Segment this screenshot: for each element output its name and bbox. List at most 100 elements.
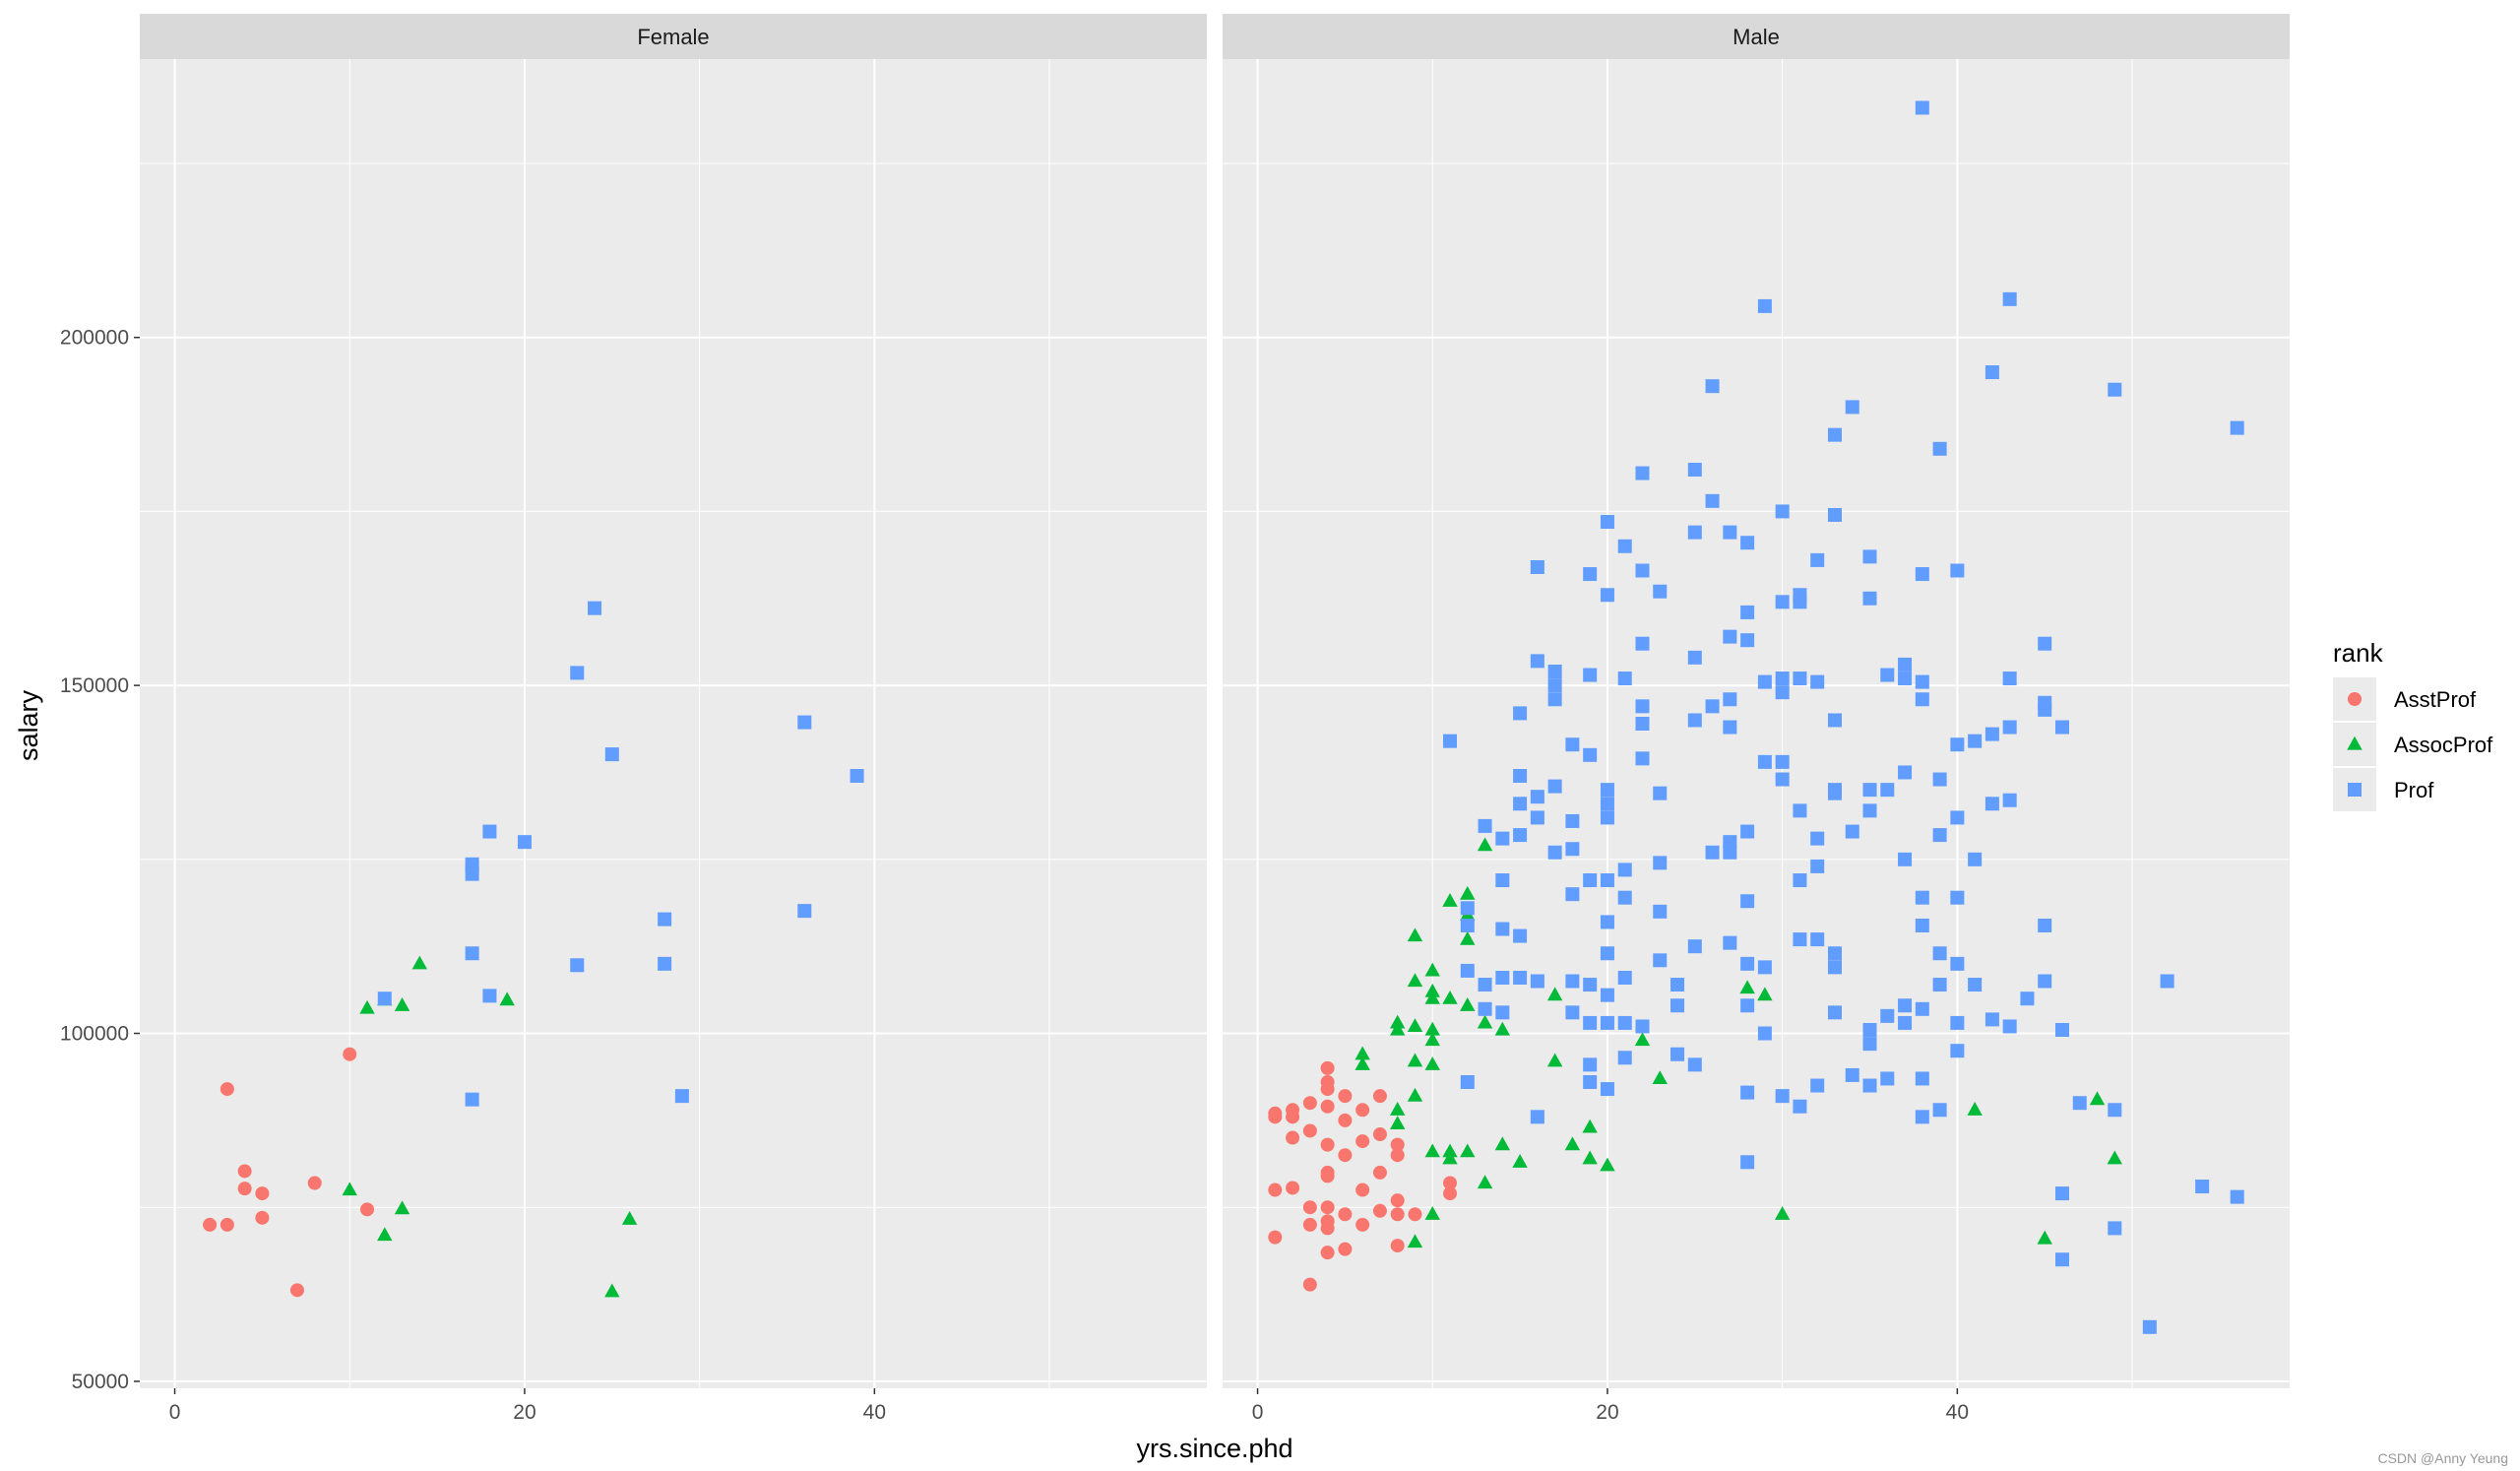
data-point-prof xyxy=(1862,1078,1877,1093)
data-point-prof xyxy=(1460,918,1475,932)
data-point-prof xyxy=(1757,960,1772,975)
facet-label-male: Male xyxy=(1732,25,1780,49)
legend-label-prof: Prof xyxy=(2394,778,2434,802)
data-point-prof xyxy=(1793,595,1807,609)
data-point-assocprof xyxy=(1494,1021,1511,1036)
y-tick-label: 50000 xyxy=(72,1371,129,1393)
data-point-prof xyxy=(1793,932,1807,947)
data-point-assocprof xyxy=(1600,1157,1615,1172)
data-point-assocprof xyxy=(1442,1143,1458,1158)
data-point-prof xyxy=(1740,1155,1755,1170)
data-point-prof xyxy=(1775,685,1790,700)
data-point-prof xyxy=(1653,584,1668,599)
data-point-prof xyxy=(1565,842,1580,857)
data-point-prof xyxy=(1932,441,1947,456)
data-point-prof xyxy=(1495,1005,1510,1020)
data-point-assocprof xyxy=(621,1211,638,1225)
data-point-prof xyxy=(1810,552,1825,567)
data-point-asstprof xyxy=(289,1283,304,1298)
data-point-prof xyxy=(1845,824,1859,839)
data-point-asstprof xyxy=(1302,1217,1317,1232)
data-point-assocprof xyxy=(2037,1230,2052,1245)
data-point-assocprof xyxy=(359,999,375,1014)
data-point-assocprof xyxy=(1652,1070,1668,1085)
data-point-assocprof xyxy=(377,1227,393,1242)
data-point-prof xyxy=(2038,918,2052,932)
data-point-prof xyxy=(1898,765,1913,780)
data-point-assocprof xyxy=(1442,892,1458,907)
data-point-prof xyxy=(1915,890,1929,905)
data-point-prof xyxy=(1898,1015,1913,1030)
data-point-assocprof xyxy=(1424,1143,1440,1158)
data-point-prof xyxy=(1845,400,1859,415)
data-point-prof xyxy=(1950,1015,1965,1030)
data-point-prof xyxy=(604,747,619,762)
data-point-prof xyxy=(1583,873,1598,888)
data-point-assocprof xyxy=(411,955,428,970)
data-point-asstprof xyxy=(1372,1165,1387,1180)
data-point-prof xyxy=(658,956,672,971)
data-point-prof xyxy=(2142,1319,2157,1334)
data-point-assocprof xyxy=(1477,1175,1493,1189)
data-point-asstprof xyxy=(1443,1186,1458,1201)
x-tick-label: 0 xyxy=(169,1401,181,1424)
data-point-prof xyxy=(465,1092,479,1107)
data-point-prof xyxy=(1793,1099,1807,1114)
data-point-prof xyxy=(2230,1189,2244,1204)
data-point-prof xyxy=(1617,970,1632,985)
data-point-prof xyxy=(1653,904,1668,919)
data-point-prof xyxy=(1495,873,1510,888)
data-point-prof xyxy=(1600,915,1614,929)
data-point-prof xyxy=(1723,525,1737,540)
data-point-prof xyxy=(1670,1047,1685,1061)
data-point-prof xyxy=(570,666,585,680)
data-point-assocprof xyxy=(2089,1091,2106,1106)
data-point-prof xyxy=(1670,998,1685,1013)
data-point-assocprof xyxy=(1424,1056,1440,1070)
data-point-prof xyxy=(1513,769,1528,784)
data-point-prof xyxy=(1740,605,1755,619)
data-point-assocprof xyxy=(1460,997,1476,1011)
data-point-prof xyxy=(1915,674,1929,689)
panel-background xyxy=(1223,59,2290,1388)
data-point-prof xyxy=(1950,1044,1965,1058)
data-point-asstprof xyxy=(1286,1130,1300,1145)
data-point-prof xyxy=(1495,970,1510,985)
y-tick-label: 100000 xyxy=(60,1023,129,1046)
data-point-asstprof xyxy=(1320,1169,1335,1183)
legend-label-asstprof: AsstProf xyxy=(2394,687,2477,712)
data-point-prof xyxy=(1600,988,1614,1002)
x-axis-female: 0 20 40 xyxy=(169,1388,886,1424)
data-point-prof xyxy=(1827,786,1842,800)
data-point-prof xyxy=(1898,657,1913,672)
data-point-prof xyxy=(1950,563,1965,578)
data-point-prof xyxy=(1547,664,1562,678)
data-point-prof xyxy=(1530,810,1544,825)
facet-label-female: Female xyxy=(637,25,709,49)
data-point-prof xyxy=(2002,793,2017,807)
data-point-prof xyxy=(658,912,672,927)
data-point-asstprof xyxy=(1286,1110,1300,1124)
data-point-prof xyxy=(1950,956,1965,971)
data-point-prof xyxy=(465,866,479,881)
data-point-assocprof xyxy=(1739,980,1755,994)
legend-key-assocprof xyxy=(2347,736,2362,750)
data-point-asstprof xyxy=(237,1182,252,1196)
data-point-prof xyxy=(465,946,479,961)
data-point-asstprof xyxy=(1320,1137,1335,1152)
data-point-prof xyxy=(1880,1071,1895,1086)
data-point-assocprof xyxy=(1477,1014,1493,1029)
data-point-prof xyxy=(570,958,585,973)
data-point-assocprof xyxy=(1424,990,1440,1004)
data-point-prof xyxy=(1827,960,1842,975)
data-point-assocprof xyxy=(1546,987,1563,1001)
male-panel xyxy=(1223,59,2290,1388)
data-point-asstprof xyxy=(255,1186,270,1201)
data-point-prof xyxy=(2002,672,2017,686)
data-point-prof xyxy=(1600,1015,1614,1030)
data-point-prof xyxy=(1757,298,1772,313)
data-point-prof xyxy=(1827,946,1842,961)
data-point-prof xyxy=(1617,539,1632,553)
data-point-assocprof xyxy=(1460,930,1476,945)
data-point-prof xyxy=(1775,504,1790,519)
